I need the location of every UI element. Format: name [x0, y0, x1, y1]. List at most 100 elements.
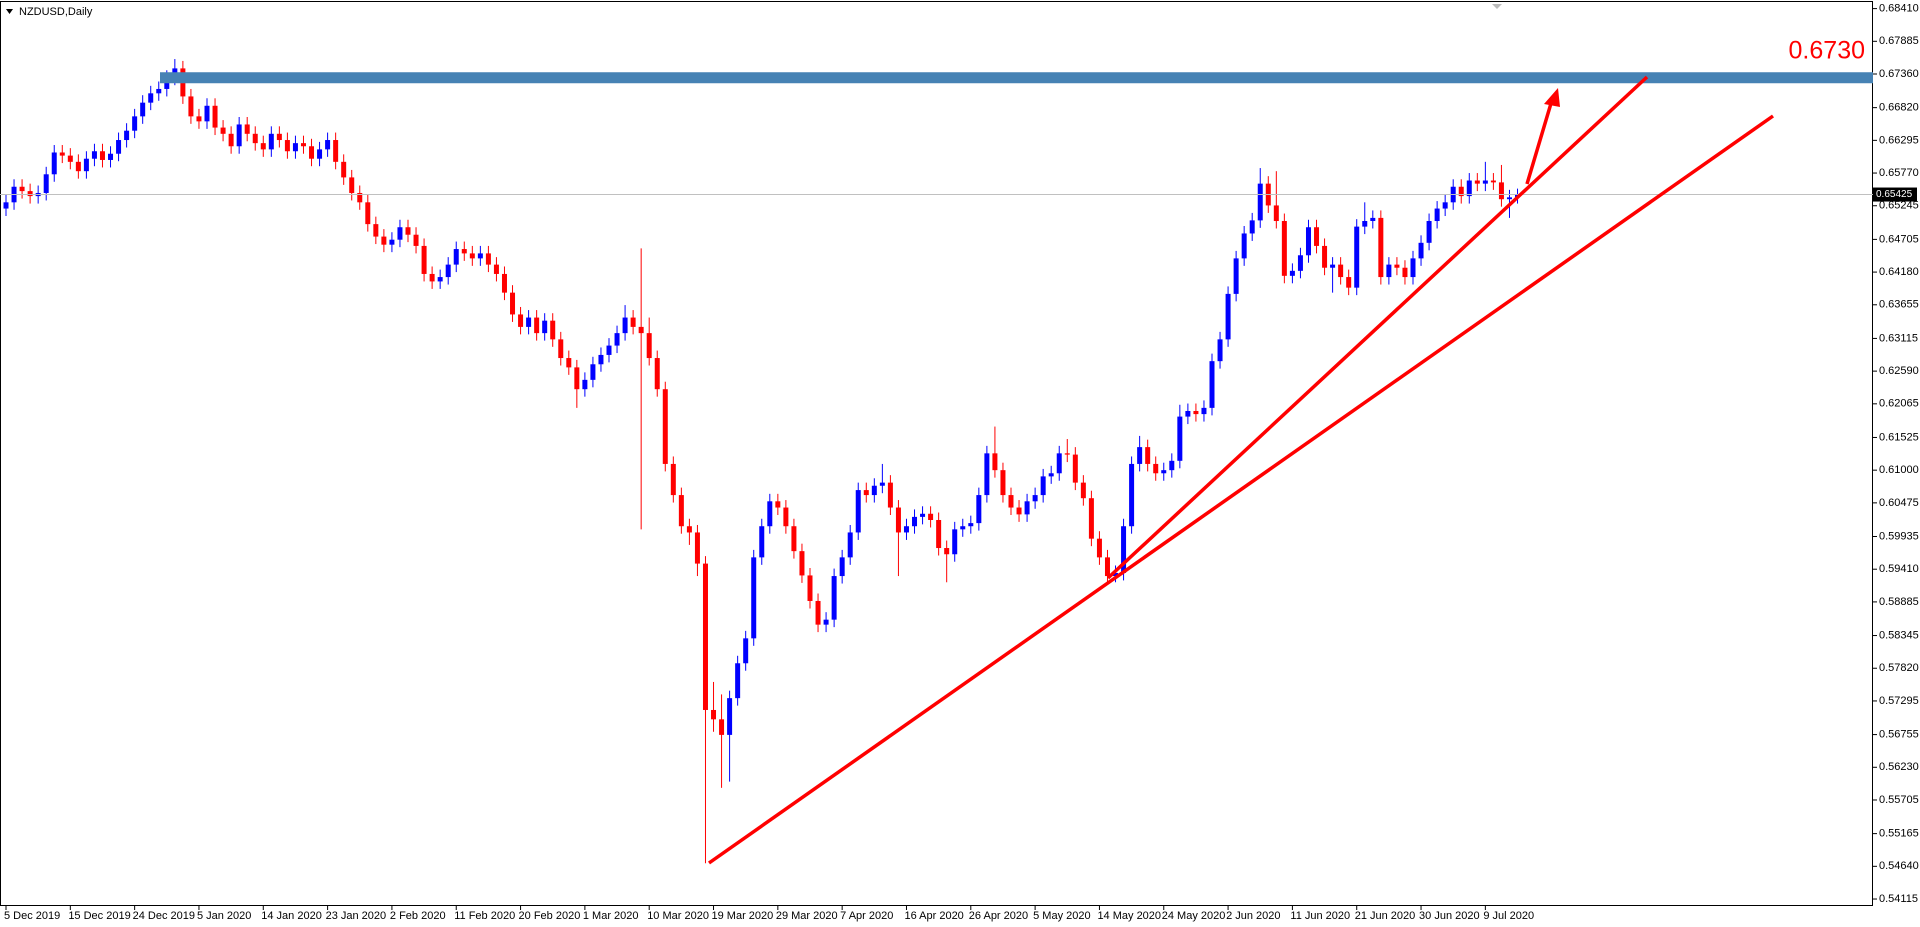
candle-body: [1281, 221, 1287, 276]
y-tick-label: 0.61525: [1879, 431, 1919, 443]
candle-body: [1490, 180, 1496, 183]
candle-body: [3, 202, 9, 209]
candle-body: [1233, 258, 1239, 294]
x-tick-label: 20 Feb 2020: [519, 910, 581, 922]
y-tick-label: 0.55165: [1879, 828, 1919, 840]
candle-body: [405, 227, 411, 235]
candle-body: [534, 317, 540, 334]
y-tick-label: 0.56755: [1879, 728, 1919, 740]
candle-body: [622, 317, 628, 334]
candle-body: [1506, 197, 1512, 200]
level-label: 0.6730: [1789, 36, 1865, 64]
candle-body: [1056, 453, 1062, 474]
candle-body: [952, 529, 958, 555]
candle-body: [807, 575, 813, 601]
candle-body: [678, 495, 684, 527]
candle-body: [638, 326, 644, 334]
candle-body: [960, 526, 966, 530]
candle-body: [976, 495, 982, 524]
x-tick-label: 11 Feb 2020: [454, 910, 515, 922]
y-tick-label: 0.62065: [1879, 398, 1919, 410]
candle-body: [518, 314, 524, 327]
candle-body: [453, 249, 459, 265]
x-tick-label: 5 May 2020: [1033, 910, 1090, 922]
candle-body: [421, 245, 427, 274]
candle-body: [19, 186, 25, 192]
candle-body: [1016, 507, 1022, 515]
x-tick-label: 15 Dec 2019: [68, 910, 130, 922]
candle-body: [317, 149, 323, 159]
candle-body: [1354, 226, 1360, 288]
candle-body: [164, 77, 170, 89]
x-tick-label: 1 Mar 2020: [583, 910, 639, 922]
x-tick-label: 7 Apr 2020: [840, 910, 893, 922]
candle-body: [116, 140, 122, 154]
candle-body: [397, 227, 403, 240]
y-tick-label: 0.64180: [1879, 266, 1919, 278]
y-tick-label: 0.59935: [1879, 530, 1919, 542]
candle-body: [27, 191, 33, 197]
candle-body: [437, 277, 443, 282]
candle-body: [365, 202, 371, 225]
candle-body: [284, 140, 290, 152]
candle-body: [574, 367, 580, 390]
y-tick-label: 0.57820: [1879, 662, 1919, 674]
resistance-level: [160, 72, 1873, 84]
candle-body: [831, 576, 837, 620]
x-tick-label: 9 Jul 2020: [1483, 910, 1534, 922]
candle-body: [1088, 498, 1094, 539]
candle-body: [1008, 495, 1014, 508]
candle-body: [300, 143, 306, 147]
candle-body: [1080, 482, 1086, 499]
x-tick-label: 2 Feb 2020: [390, 910, 446, 922]
scroll-marker: [1492, 4, 1502, 9]
candle-body: [292, 143, 298, 152]
menu-arrow[interactable]: [6, 9, 13, 14]
trend-lines: [707, 4, 1775, 865]
candle-body: [124, 130, 130, 141]
candle-body: [912, 516, 918, 527]
y-tick-label: 0.66295: [1879, 134, 1919, 146]
candle-body: [493, 264, 499, 274]
x-tick-label: 26 Apr 2020: [969, 910, 1028, 922]
candle-body: [1378, 217, 1384, 278]
candle-body: [1474, 180, 1480, 184]
candle-body: [445, 264, 451, 278]
candle-body: [1257, 183, 1263, 221]
candle-body: [333, 140, 339, 162]
candle-body: [1032, 495, 1038, 502]
y-tick-label: 0.63115: [1879, 332, 1918, 344]
candle-body: [606, 345, 612, 355]
candle-body: [1096, 538, 1102, 558]
candle-body: [244, 124, 250, 134]
candle-body: [341, 161, 347, 178]
candle-body: [887, 482, 893, 508]
candle-body: [1145, 447, 1151, 464]
candle-body: [132, 116, 138, 131]
candle-body: [759, 526, 765, 558]
candle-body: [429, 273, 435, 282]
y-tick-label: 0.54115: [1879, 893, 1918, 905]
candle-body: [855, 490, 861, 533]
candle-body: [1482, 180, 1488, 184]
arrow-shaft: [1525, 99, 1554, 185]
candle-body: [799, 551, 805, 576]
candle-body: [1209, 361, 1215, 408]
candle-body: [1137, 447, 1143, 464]
candle-body: [823, 619, 829, 625]
candle-body: [702, 563, 708, 710]
x-tick-label: 23 Jan 2020: [326, 910, 387, 922]
x-tick-label: 21 Jun 2020: [1355, 910, 1416, 922]
candle-body: [1249, 220, 1255, 234]
candle-body: [1498, 182, 1504, 200]
candle-body: [469, 253, 475, 259]
candle-body: [59, 152, 65, 156]
x-tick-label: 5 Jan 2020: [197, 910, 251, 922]
candle-body: [646, 333, 652, 359]
candle-body: [1346, 277, 1352, 288]
chart-title: NZDUSD,Daily: [19, 6, 93, 18]
candle-body: [598, 354, 604, 365]
candle-body: [719, 719, 725, 735]
candle-body: [694, 532, 700, 564]
y-tick-label: 0.63655: [1879, 299, 1919, 311]
